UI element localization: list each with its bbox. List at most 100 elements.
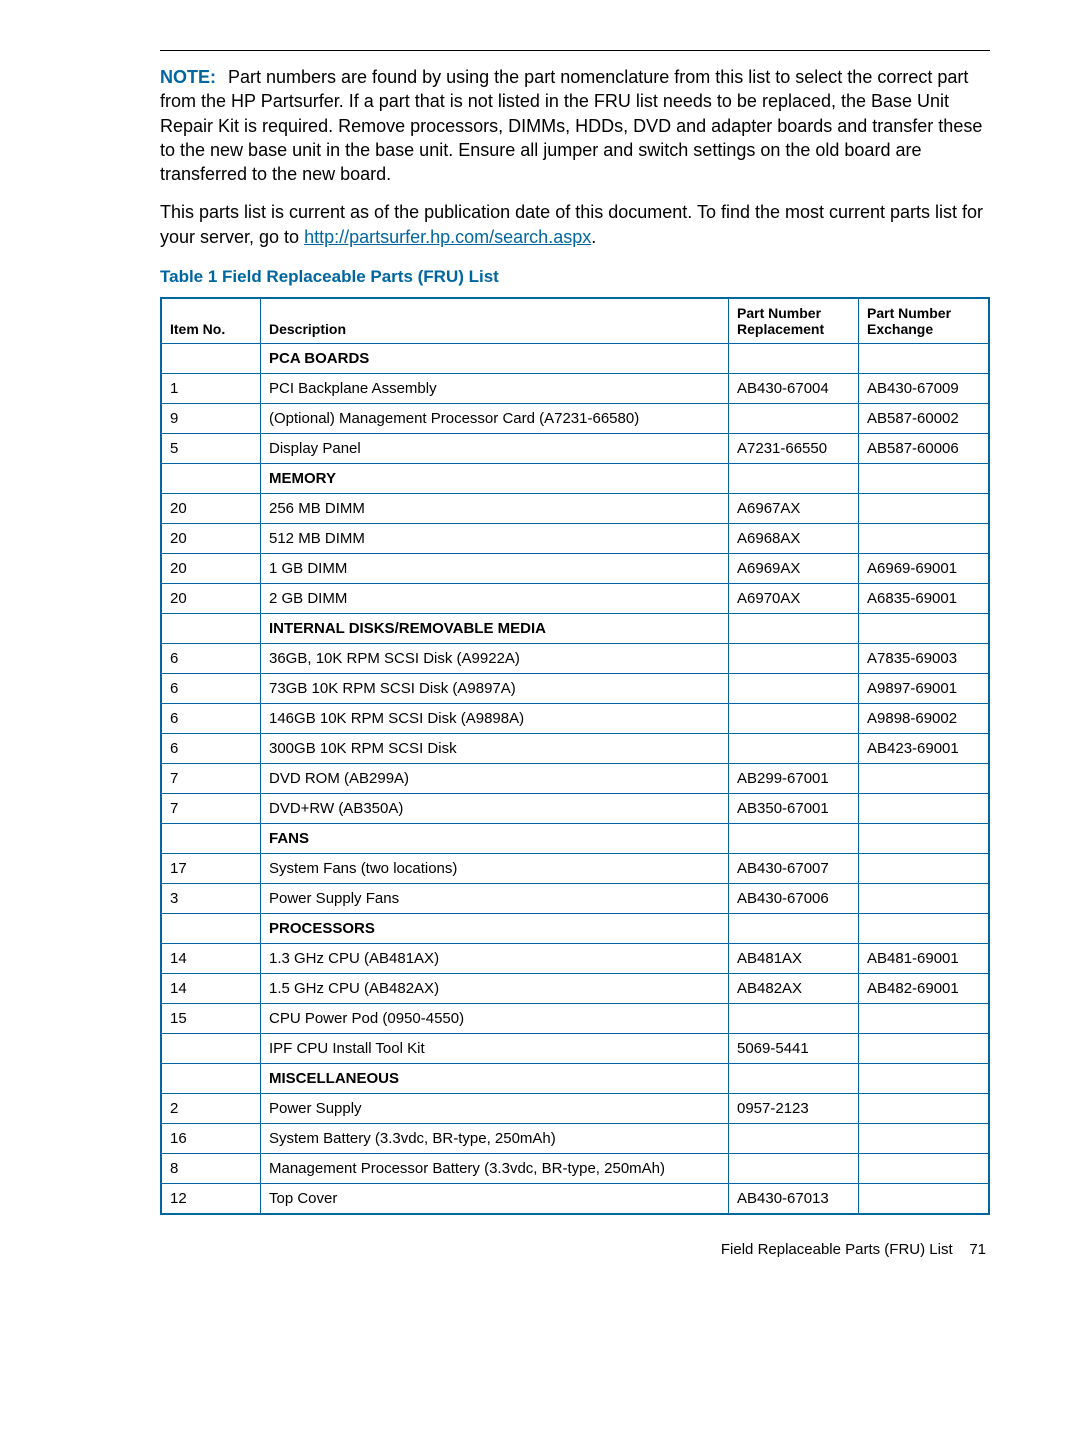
- cell-desc: Power Supply: [261, 1094, 729, 1124]
- cell-desc: System Battery (3.3vdc, BR-type, 250mAh): [261, 1124, 729, 1154]
- cell-desc: IPF CPU Install Tool Kit: [261, 1034, 729, 1064]
- cell-item: [161, 464, 261, 494]
- cell-item: 6: [161, 644, 261, 674]
- cell-item: [161, 614, 261, 644]
- page-container: NOTE:Part numbers are found by using the…: [0, 0, 1080, 1288]
- cell-item: [161, 824, 261, 854]
- table-row: 17System Fans (two locations)AB430-67007: [161, 854, 989, 884]
- table-row: 1PCI Backplane AssemblyAB430-67004AB430-…: [161, 374, 989, 404]
- cell-repl: AB299-67001: [729, 764, 859, 794]
- cell-item: [161, 344, 261, 374]
- cell-exch: AB481-69001: [859, 944, 990, 974]
- section-header-cell: FANS: [261, 824, 729, 854]
- cell-desc: Top Cover: [261, 1184, 729, 1215]
- cell-exch: [859, 824, 990, 854]
- table-row: 15CPU Power Pod (0950-4550): [161, 1004, 989, 1034]
- cell-item: 20: [161, 584, 261, 614]
- cell-desc: Display Panel: [261, 434, 729, 464]
- cell-item: 9: [161, 404, 261, 434]
- page-footer: Field Replaceable Parts (FRU) List 71: [160, 1241, 990, 1258]
- table-row: 141.5 GHz CPU (AB482AX)AB482AXAB482-6900…: [161, 974, 989, 1004]
- cell-repl: [729, 1124, 859, 1154]
- table-row: 7DVD ROM (AB299A)AB299-67001: [161, 764, 989, 794]
- currency-post: .: [591, 227, 596, 247]
- cell-desc: DVD+RW (AB350A): [261, 794, 729, 824]
- note-label: NOTE:: [160, 67, 216, 87]
- table-title: Table 1 Field Replaceable Parts (FRU) Li…: [160, 267, 990, 287]
- cell-desc: (Optional) Management Processor Card (A7…: [261, 404, 729, 434]
- cell-repl: [729, 704, 859, 734]
- col-header-desc-text: Description: [269, 321, 346, 337]
- cell-repl: AB482AX: [729, 974, 859, 1004]
- cell-repl: AB430-67004: [729, 374, 859, 404]
- cell-desc: 300GB 10K RPM SCSI Disk: [261, 734, 729, 764]
- cell-repl: A6968AX: [729, 524, 859, 554]
- col-header-item: Item No.: [161, 298, 261, 344]
- cell-repl: AB350-67001: [729, 794, 859, 824]
- cell-item: 5: [161, 434, 261, 464]
- cell-exch: A6835-69001: [859, 584, 990, 614]
- cell-repl: AB430-67006: [729, 884, 859, 914]
- cell-repl: A6969AX: [729, 554, 859, 584]
- table-row: MISCELLANEOUS: [161, 1064, 989, 1094]
- note-text: Part numbers are found by using the part…: [160, 67, 982, 184]
- cell-exch: A6969-69001: [859, 554, 990, 584]
- table-row: 20512 MB DIMMA6968AX: [161, 524, 989, 554]
- cell-exch: [859, 914, 990, 944]
- cell-exch: A9897-69001: [859, 674, 990, 704]
- cell-desc: 2 GB DIMM: [261, 584, 729, 614]
- table-row: 5Display PanelA7231-66550AB587-60006: [161, 434, 989, 464]
- cell-exch: AB430-67009: [859, 374, 990, 404]
- table-row: PROCESSORS: [161, 914, 989, 944]
- table-row: 201 GB DIMMA6969AXA6969-69001: [161, 554, 989, 584]
- cell-repl: [729, 674, 859, 704]
- cell-repl: [729, 1064, 859, 1094]
- cell-repl: AB430-67013: [729, 1184, 859, 1215]
- col-header-exch-l1: Part Number: [867, 305, 951, 321]
- table-row: 673GB 10K RPM SCSI Disk (A9897A)A9897-69…: [161, 674, 989, 704]
- cell-item: 20: [161, 524, 261, 554]
- cell-exch: [859, 1184, 990, 1215]
- section-header-cell: PROCESSORS: [261, 914, 729, 944]
- cell-repl: [729, 824, 859, 854]
- note-block: NOTE:Part numbers are found by using the…: [160, 65, 990, 186]
- cell-desc: 73GB 10K RPM SCSI Disk (A9897A): [261, 674, 729, 704]
- cell-item: 3: [161, 884, 261, 914]
- partsurfer-link[interactable]: http://partsurfer.hp.com/search.aspx: [304, 227, 591, 247]
- cell-exch: AB587-60006: [859, 434, 990, 464]
- cell-repl: [729, 1004, 859, 1034]
- cell-item: 20: [161, 554, 261, 584]
- cell-desc: Power Supply Fans: [261, 884, 729, 914]
- table-row: 636GB, 10K RPM SCSI Disk (A9922A)A7835-6…: [161, 644, 989, 674]
- cell-item: [161, 914, 261, 944]
- cell-exch: [859, 464, 990, 494]
- table-header-row: Item No. Description Part Number Replace…: [161, 298, 989, 344]
- cell-desc: PCI Backplane Assembly: [261, 374, 729, 404]
- col-header-exch-l2: Exchange: [867, 321, 933, 337]
- table-row: 141.3 GHz CPU (AB481AX)AB481AXAB481-6900…: [161, 944, 989, 974]
- cell-repl: A6970AX: [729, 584, 859, 614]
- currency-paragraph: This parts list is current as of the pub…: [160, 200, 990, 249]
- cell-exch: [859, 764, 990, 794]
- table-row: 16System Battery (3.3vdc, BR-type, 250mA…: [161, 1124, 989, 1154]
- cell-exch: [859, 524, 990, 554]
- cell-exch: [859, 614, 990, 644]
- cell-desc: 1.3 GHz CPU (AB481AX): [261, 944, 729, 974]
- section-header-cell: MISCELLANEOUS: [261, 1064, 729, 1094]
- cell-repl: 5069-5441: [729, 1034, 859, 1064]
- col-header-repl-l2: Replacement: [737, 321, 824, 337]
- table-row: 3Power Supply FansAB430-67006: [161, 884, 989, 914]
- cell-repl: [729, 614, 859, 644]
- cell-exch: [859, 494, 990, 524]
- cell-desc: System Fans (two locations): [261, 854, 729, 884]
- cell-item: 15: [161, 1004, 261, 1034]
- cell-item: 14: [161, 944, 261, 974]
- cell-repl: [729, 464, 859, 494]
- cell-repl: [729, 914, 859, 944]
- cell-desc: CPU Power Pod (0950-4550): [261, 1004, 729, 1034]
- table-row: 9(Optional) Management Processor Card (A…: [161, 404, 989, 434]
- cell-item: 1: [161, 374, 261, 404]
- col-header-replacement: Part Number Replacement: [729, 298, 859, 344]
- table-row: 7DVD+RW (AB350A)AB350-67001: [161, 794, 989, 824]
- cell-item: 20: [161, 494, 261, 524]
